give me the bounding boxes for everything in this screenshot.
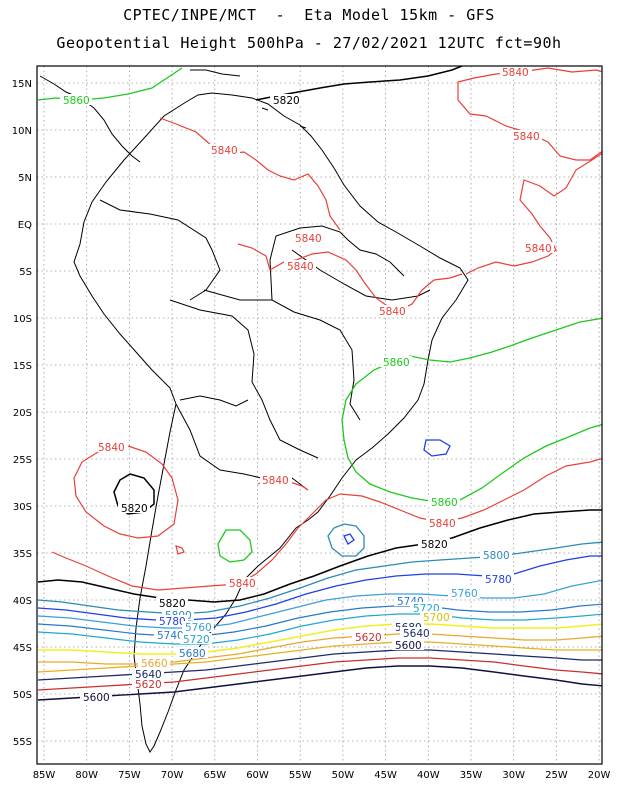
label-5760: 5760 bbox=[451, 588, 478, 600]
lat-tick-label: 50S bbox=[13, 690, 32, 701]
label-5840: 5840 bbox=[211, 145, 238, 157]
contour-5600 bbox=[38, 666, 604, 700]
label-5820: 5820 bbox=[159, 598, 186, 610]
lon-tick-label: 75W bbox=[118, 770, 141, 781]
lat-tick-label: 5N bbox=[18, 173, 32, 184]
label-5800: 5800 bbox=[483, 550, 510, 562]
label-5840: 5840 bbox=[513, 131, 540, 143]
lat-tick-label: 15N bbox=[12, 79, 32, 90]
label-5840: 5840 bbox=[98, 442, 125, 454]
weather-map: 5840 5840 5840 5840 5840 5840 5840 5840 … bbox=[0, 0, 618, 800]
contour-5800 bbox=[38, 524, 604, 614]
label-5700: 5700 bbox=[423, 612, 450, 624]
lon-tick-label: 40W bbox=[417, 770, 440, 781]
label-5620: 5620 bbox=[355, 632, 382, 644]
lon-tick-label: 35W bbox=[460, 770, 483, 781]
lon-tick-label: 85W bbox=[33, 770, 56, 781]
lat-tick-label: 20S bbox=[13, 408, 32, 419]
label-5600: 5600 bbox=[395, 640, 422, 652]
lon-tick-label: 30W bbox=[502, 770, 525, 781]
lat-tick-label: 5S bbox=[19, 267, 32, 278]
lat-tick-label: 30S bbox=[13, 502, 32, 513]
label-5620: 5620 bbox=[135, 679, 162, 691]
lat-tick-label: 35S bbox=[13, 549, 32, 560]
lat-tick-label: 15S bbox=[13, 361, 32, 372]
lat-tick-label: 10N bbox=[12, 126, 32, 137]
label-5760: 5760 bbox=[185, 622, 212, 634]
map-layers bbox=[38, 66, 604, 752]
label-5640: 5640 bbox=[403, 628, 430, 640]
contour-5760 bbox=[38, 580, 604, 628]
map-frame bbox=[37, 66, 602, 764]
lat-tick-label: 45S bbox=[13, 643, 32, 654]
lon-tick-label: 70W bbox=[161, 770, 184, 781]
lon-tick-label: 20W bbox=[588, 770, 611, 781]
label-5780: 5780 bbox=[485, 574, 512, 586]
contour-5680 bbox=[38, 634, 604, 664]
lat-tick-label: 25S bbox=[13, 455, 32, 466]
label-5860: 5860 bbox=[431, 497, 458, 509]
lon-tick-label: 45W bbox=[374, 770, 397, 781]
label-5740: 5740 bbox=[157, 630, 184, 642]
lon-tick-label: 55W bbox=[289, 770, 312, 781]
lon-tick-label: 65W bbox=[203, 770, 226, 781]
label-5840: 5840 bbox=[295, 233, 322, 245]
lon-tick-label: 50W bbox=[332, 770, 355, 781]
label-5780: 5780 bbox=[159, 616, 186, 628]
label-5840: 5840 bbox=[229, 578, 256, 590]
label-5840: 5840 bbox=[525, 243, 552, 255]
label-5840: 5840 bbox=[287, 261, 314, 273]
label-5720: 5720 bbox=[183, 634, 210, 646]
lat-tick-label: 55S bbox=[13, 737, 32, 748]
contour-5660 bbox=[38, 642, 604, 672]
lat-tick-label: EQ bbox=[18, 220, 32, 231]
label-5840: 5840 bbox=[379, 306, 406, 318]
label-5820: 5820 bbox=[421, 539, 448, 551]
contour-labels: 5840 5840 5840 5840 5840 5840 5840 5840 … bbox=[60, 66, 554, 704]
label-5860: 5860 bbox=[63, 95, 90, 107]
country-borders bbox=[100, 200, 430, 490]
lon-tick-label: 60W bbox=[246, 770, 269, 781]
lat-tick-label: 40S bbox=[13, 596, 32, 607]
label-5860: 5860 bbox=[383, 357, 410, 369]
lat-tick-label: 10S bbox=[13, 314, 32, 325]
label-5820: 5820 bbox=[273, 95, 300, 107]
lon-tick-label: 80W bbox=[75, 770, 98, 781]
label-5600: 5600 bbox=[83, 692, 110, 704]
label-5680: 5680 bbox=[179, 648, 206, 660]
lon-tick-label: 25W bbox=[545, 770, 568, 781]
label-5840: 5840 bbox=[502, 67, 529, 79]
label-5820: 5820 bbox=[121, 503, 148, 515]
central-america-coastline bbox=[40, 76, 140, 162]
label-5840: 5840 bbox=[429, 518, 456, 530]
contour-5780 bbox=[38, 440, 604, 620]
graticule bbox=[37, 66, 602, 764]
label-5840: 5840 bbox=[262, 475, 289, 487]
